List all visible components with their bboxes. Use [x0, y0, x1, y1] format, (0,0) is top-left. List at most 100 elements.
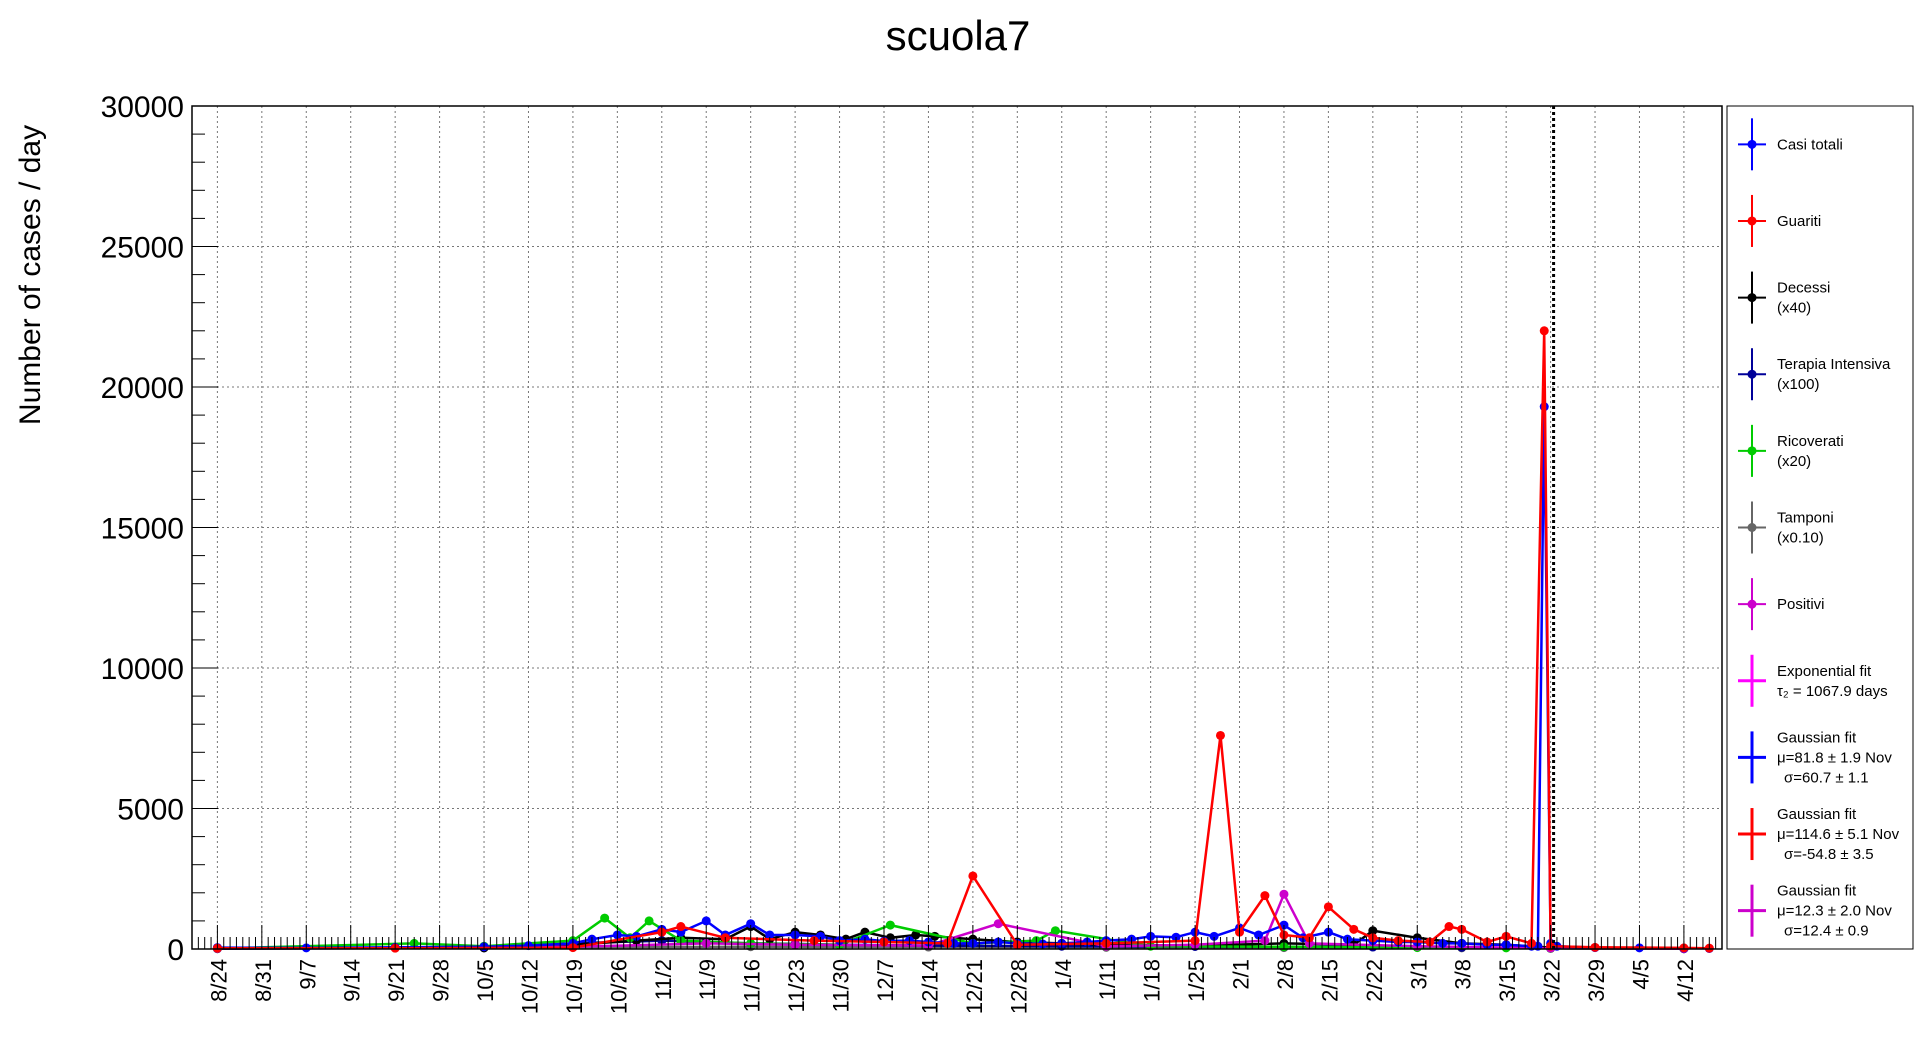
data-point	[1050, 926, 1060, 936]
x-tick-label: 11/9	[695, 959, 720, 1000]
legend-label: (x20)	[1777, 453, 1811, 470]
legend-label: μ=12.3 ± 2.0 Nov	[1777, 903, 1892, 920]
chart-title: scuola7	[886, 12, 1031, 59]
x-tick-label: 2/8	[1273, 959, 1298, 990]
y-tick-label: 5000	[117, 794, 184, 827]
x-tick-label: 10/12	[517, 959, 542, 1014]
x-tick-label: 3/8	[1451, 959, 1476, 990]
data-point	[968, 871, 978, 881]
x-tick-label: 9/28	[429, 959, 454, 1002]
y-tick-label: 10000	[101, 653, 184, 686]
data-point	[701, 916, 711, 926]
x-tick-label: 12/14	[917, 959, 942, 1014]
legend-marker-dot	[1747, 599, 1757, 609]
data-point	[1323, 902, 1333, 912]
legend-marker-dot	[1747, 216, 1757, 226]
legend-label: Gaussian fit	[1777, 806, 1857, 823]
x-tick-label: 12/28	[1006, 959, 1031, 1014]
y-axis-label: Number of cases / day	[14, 125, 47, 425]
x-tick-label: 11/23	[784, 959, 809, 1012]
x-tick-label: 8/31	[251, 959, 276, 1002]
data-point	[1444, 922, 1454, 932]
data-point	[1254, 930, 1264, 940]
data-point	[676, 922, 686, 932]
x-tick-label: 4/12	[1673, 959, 1698, 1002]
legend-label: Guariti	[1777, 213, 1821, 230]
legend-label: μ=114.6 ± 5.1 Nov	[1777, 826, 1900, 843]
data-point	[644, 916, 654, 926]
x-tick-label: 1/25	[1184, 959, 1209, 1002]
data-point	[911, 930, 921, 940]
legend-label: Positivi	[1777, 596, 1825, 613]
x-tick-label: 10/19	[562, 959, 587, 1014]
x-tick-label: 1/4	[1051, 959, 1076, 990]
legend: Casi totali Guariti Decessi (x40) Terapia In…	[1726, 105, 1914, 950]
legend-label: τ₂ = 1067.9 days	[1777, 683, 1888, 700]
series-line	[217, 330, 1710, 950]
data-point	[1349, 924, 1359, 934]
legend-label: Decessi	[1777, 280, 1830, 297]
x-tick-label: 12/7	[873, 959, 898, 1002]
x-tick-label: 9/7	[295, 959, 320, 990]
data-point	[1209, 931, 1219, 941]
legend-label: (x40)	[1777, 300, 1811, 317]
y-axis: 0 5000 10000 15000 20000 25000 30000	[101, 91, 218, 967]
data-point	[1215, 730, 1225, 740]
legend-label: μ=81.8 ± 1.9 Nov	[1777, 749, 1892, 766]
x-tick-label: 2/15	[1317, 959, 1342, 1002]
data-point	[1539, 326, 1549, 336]
legend-label: σ=-54.8 ± 3.5	[1784, 846, 1874, 863]
legend-label: Exponential fit	[1777, 663, 1872, 680]
x-tick-label: 11/16	[740, 959, 765, 1012]
series-line	[217, 925, 1684, 950]
data-point	[600, 913, 610, 923]
legend-label: Casi totali	[1777, 136, 1843, 153]
x-tick-label: 1/11	[1095, 959, 1120, 1000]
y-tick-label: 30000	[101, 91, 184, 124]
x-tick-label: 10/5	[473, 959, 498, 1002]
legend-label: σ=60.7 ± 1.1	[1784, 769, 1869, 786]
x-tick-label: 3/1	[1406, 959, 1431, 990]
legend-marker-dot	[1747, 523, 1757, 532]
legend-label: Terapia Intensiva	[1777, 356, 1891, 373]
legend-label: (x0.10)	[1777, 530, 1824, 547]
legend-label: Gaussian fit	[1777, 883, 1857, 900]
x-axis: 8/24 8/31 9/7 9/14 9/21 9/28 10/5 10/12 10/19 10/…	[197, 925, 1717, 1014]
x-tick-label: 12/21	[962, 959, 987, 1014]
legend-label: (x100)	[1777, 376, 1820, 393]
grid-lines	[192, 106, 1722, 949]
data-point	[765, 930, 775, 940]
legend-label: Gaussian fit	[1777, 729, 1857, 746]
legend-label: Tamponi	[1777, 510, 1834, 527]
data-point	[993, 919, 1003, 929]
x-tick-label: 3/29	[1584, 959, 1609, 1002]
legend-label: σ=12.4 ± 0.9	[1784, 923, 1869, 940]
data-point	[1279, 889, 1289, 899]
legend-marker-dot	[1747, 369, 1757, 379]
y-tick-label: 0	[167, 934, 184, 967]
legend-marker-dot	[1747, 293, 1757, 303]
legend-label: Ricoverati	[1777, 433, 1844, 450]
x-tick-label: 10/26	[606, 959, 631, 1014]
x-tick-label: 11/30	[829, 959, 854, 1012]
data-point	[1260, 891, 1270, 901]
x-tick-label: 9/21	[384, 959, 409, 1002]
y-tick-label: 20000	[101, 372, 184, 405]
x-tick-label: 3/22	[1540, 959, 1565, 1002]
data-point	[885, 920, 895, 930]
x-tick-label: 2/1	[1229, 959, 1254, 990]
data-point	[746, 919, 756, 929]
series-line	[217, 406, 1710, 950]
x-tick-label: 3/15	[1495, 959, 1520, 1002]
x-tick-label: 9/14	[340, 959, 365, 1002]
x-tick-label: 11/2	[651, 959, 676, 1000]
x-tick-label: 2/22	[1362, 959, 1387, 1002]
x-tick-label: 8/24	[206, 959, 231, 1002]
x-tick-label: 1/18	[1140, 959, 1165, 1002]
series-layer	[212, 326, 1714, 954]
y-tick-label: 15000	[101, 513, 184, 546]
y-tick-label: 25000	[101, 232, 184, 265]
data-point	[816, 931, 826, 941]
legend-marker-dot	[1747, 446, 1757, 456]
